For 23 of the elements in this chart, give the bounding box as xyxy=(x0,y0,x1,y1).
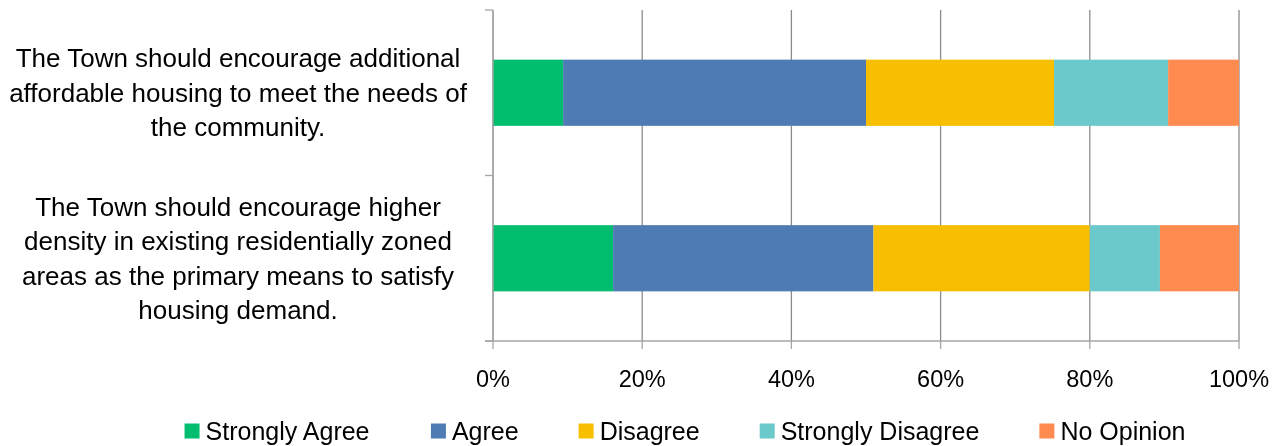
bar xyxy=(1159,225,1239,292)
x-tick-label: 60% xyxy=(917,365,965,392)
bar xyxy=(866,59,1054,126)
y-tick-label: The Town should encourage additional affordable housing to meet the needs of the community. xyxy=(9,43,468,143)
bar xyxy=(1089,225,1160,292)
legend-label: Disagree xyxy=(599,417,700,445)
legend-label: Strongly Agree xyxy=(205,417,370,445)
legend-label: No Opinion xyxy=(1060,417,1186,445)
legend-label: Agree xyxy=(451,417,519,445)
bar xyxy=(493,59,564,126)
legend-label: Strongly Disagree xyxy=(780,417,980,445)
bar xyxy=(493,225,614,292)
x-tick-label: 80% xyxy=(1066,365,1114,392)
bar xyxy=(613,225,874,292)
x-tick-label: 0% xyxy=(476,365,511,392)
bar xyxy=(563,59,866,126)
x-tick-label: 100% xyxy=(1208,365,1270,392)
bar xyxy=(1053,59,1169,126)
bar xyxy=(1168,59,1239,126)
y-tick-label: The Town should encourage higher density in existing residentially zoned areas as the primary means to satisfy housing demand. xyxy=(21,191,455,325)
bar xyxy=(873,225,1090,292)
x-tick-label: 20% xyxy=(618,365,666,392)
x-tick-label: 40% xyxy=(767,365,816,392)
